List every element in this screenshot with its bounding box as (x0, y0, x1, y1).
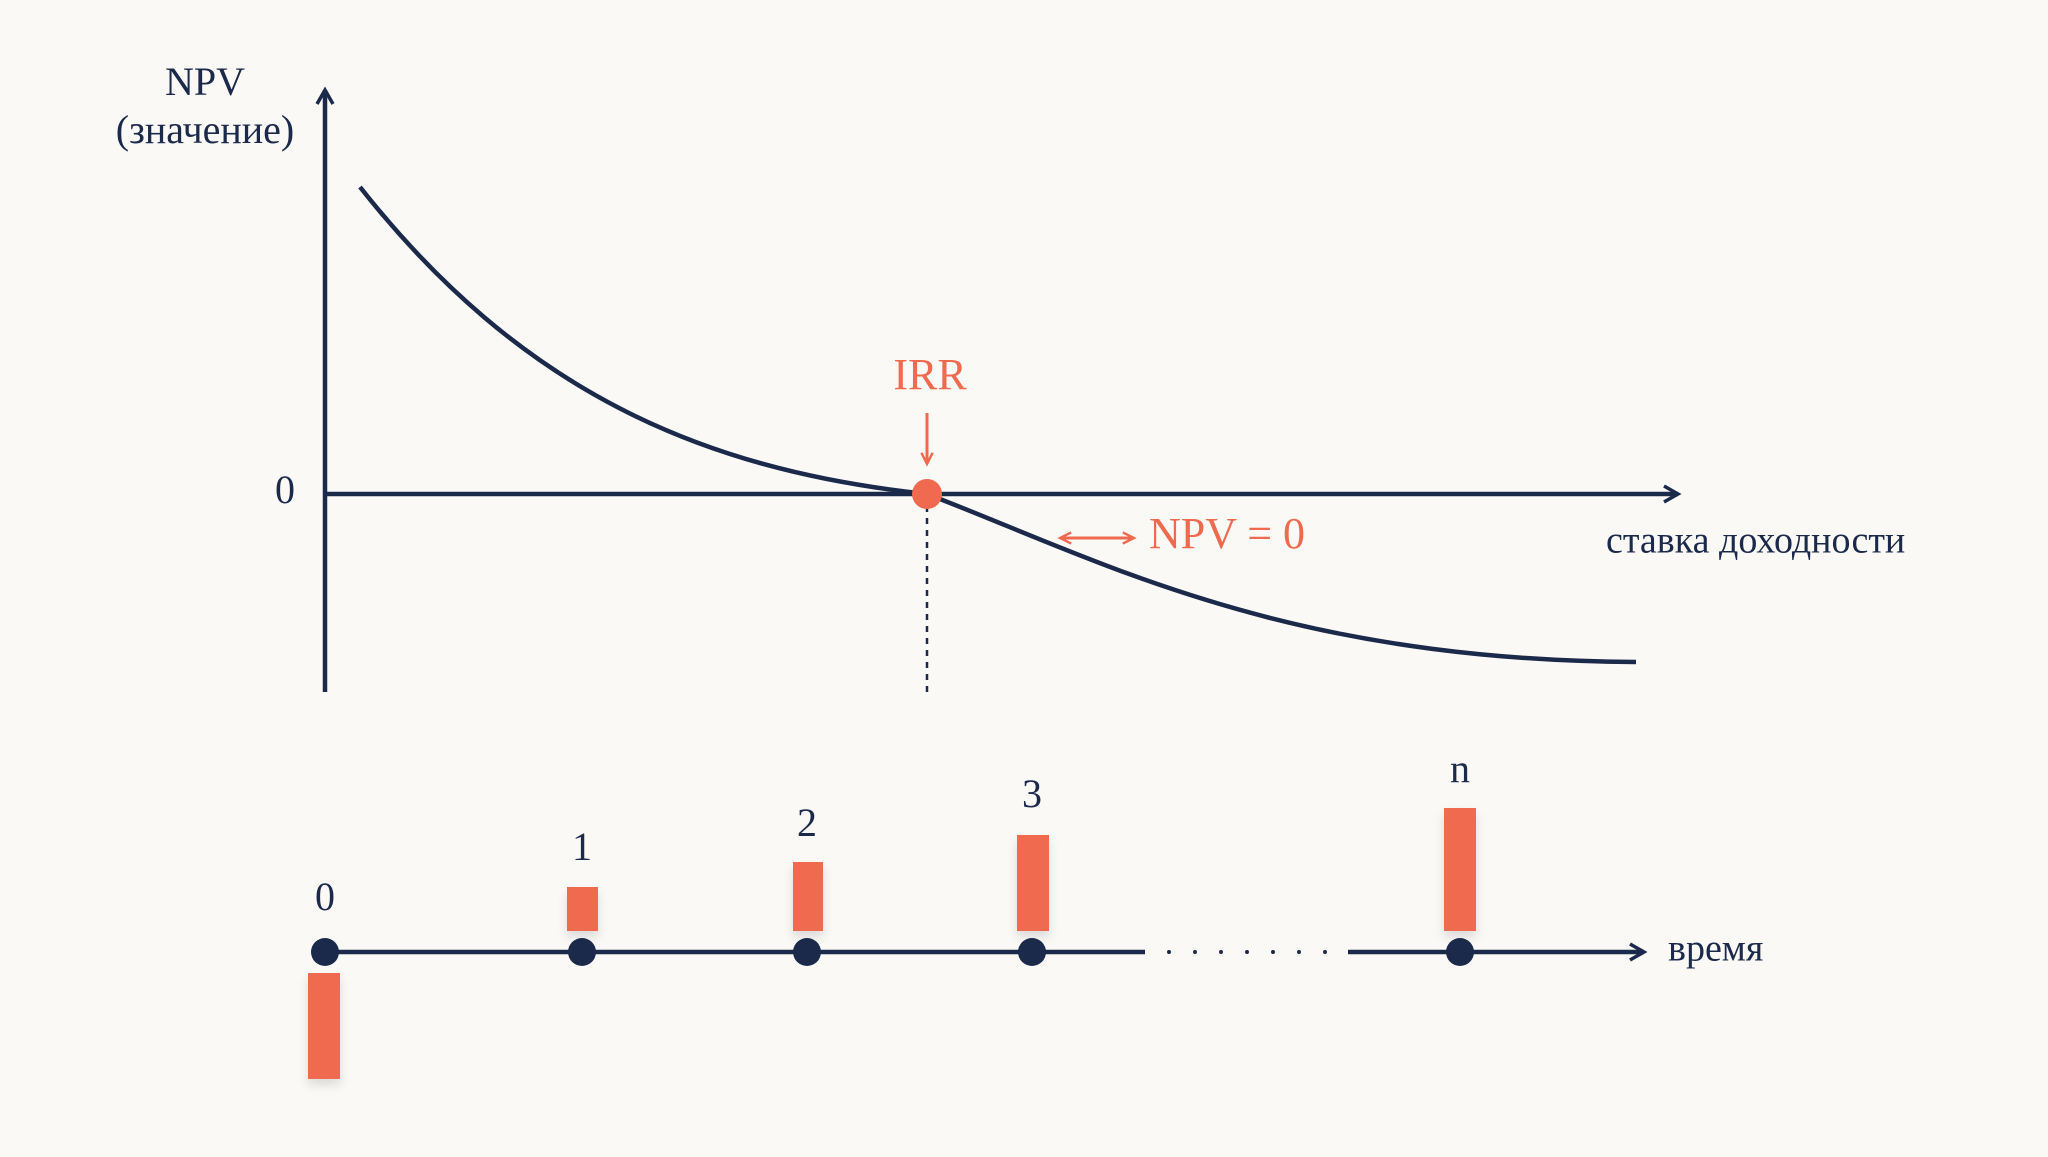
period-label: n (1450, 746, 1470, 791)
period-node (311, 938, 339, 966)
timeline-axis-label: время (1668, 928, 1763, 970)
cash-flow-bar (793, 862, 823, 931)
period-node (568, 938, 596, 966)
cash-flow-bar (1444, 808, 1476, 931)
period-label: 2 (797, 800, 817, 845)
period-label: 0 (315, 874, 335, 919)
cash-flow-bar (567, 887, 598, 931)
zero-label: 0 (275, 467, 295, 512)
period-node (1446, 938, 1474, 966)
irr-point (912, 479, 942, 509)
irr-label: IRR (893, 350, 967, 399)
period-node (793, 938, 821, 966)
period-node (1018, 938, 1046, 966)
cash-flow-bar (308, 973, 340, 1079)
npv-zero-label: NPV = 0 (1149, 509, 1305, 558)
period-label: 1 (572, 824, 592, 869)
y-axis-label: NPV (165, 59, 245, 104)
npv-curve (358, 185, 1637, 665)
y-axis-sublabel: (значение) (116, 107, 294, 152)
cash-flow-bar (1017, 835, 1049, 931)
x-axis-label: ставка доходности (1606, 520, 1905, 562)
period-label: 3 (1022, 771, 1042, 816)
